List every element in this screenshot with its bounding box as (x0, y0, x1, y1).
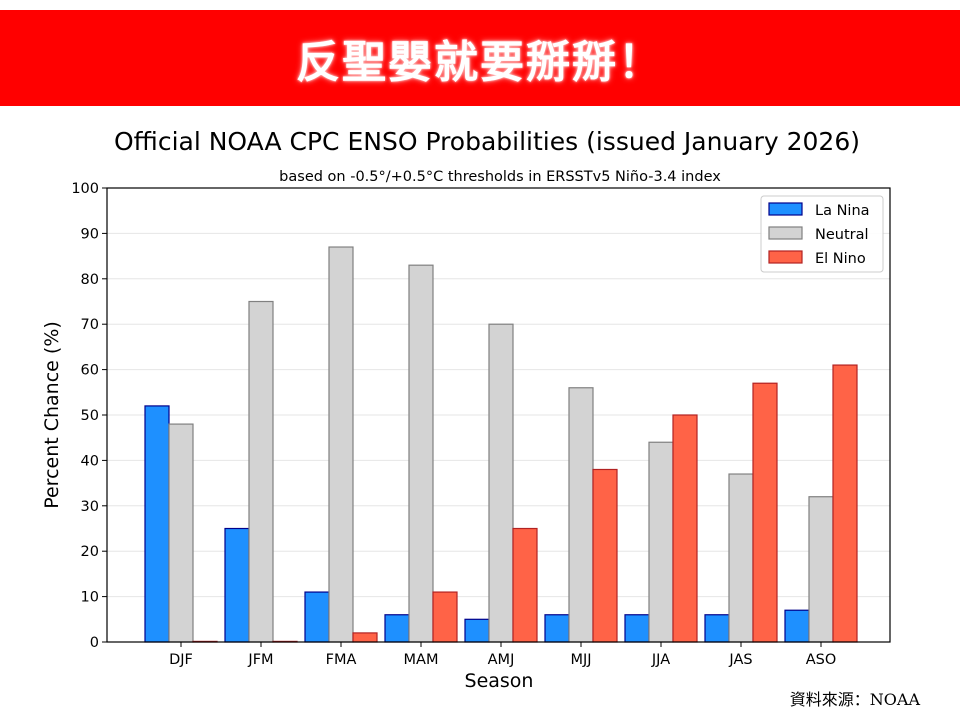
x-tick-label: MAM (404, 652, 439, 668)
bar-el-nino-fma (352, 632, 378, 643)
bar-el-nino-mam (432, 591, 458, 643)
chart-subtitle: based on -0.5°/+0.5°C thresholds in ERSS… (279, 169, 721, 185)
x-tick-label: DJF (169, 652, 193, 668)
bar-la-nina-jas (704, 614, 730, 643)
bar-la-nina-jja (624, 614, 650, 643)
bar-neutral-mam (408, 264, 434, 643)
source-credit: 資料來源：NOAA (789, 690, 920, 709)
bar-neutral-jfm (248, 300, 274, 643)
x-tick-label: JFM (247, 652, 273, 668)
bar-el-nino-jas (752, 382, 778, 643)
bar-neutral-amj (488, 323, 514, 643)
headline-text: 反聖嬰就要掰掰！ (296, 37, 664, 88)
bar-la-nina-djf (144, 405, 170, 643)
y-tick-label: 70 (81, 317, 99, 333)
bar-el-nino-mjj (592, 468, 618, 643)
legend-label: La Nina (815, 203, 870, 219)
chart-title: Official NOAA CPC ENSO Probabilities (is… (114, 127, 860, 156)
bar-neutral-mjj (568, 387, 594, 643)
bar-la-nina-mam (384, 614, 410, 643)
bar-la-nina-mjj (544, 614, 570, 643)
legend-swatch (768, 226, 803, 240)
y-tick-label: 10 (81, 590, 99, 606)
headline-banner: 反聖嬰就要掰掰！ (0, 10, 960, 106)
legend-label: Neutral (815, 227, 869, 243)
bar-la-nina-fma (304, 591, 330, 643)
x-tick-label: JAS (728, 652, 752, 668)
y-tick-label: 50 (81, 408, 99, 424)
bar-el-nino-aso (832, 364, 858, 643)
y-tick-label: 30 (81, 499, 99, 515)
bar-neutral-djf (168, 423, 194, 643)
y-tick-label: 80 (81, 272, 99, 288)
y-tick-label: 90 (81, 226, 99, 242)
bar-la-nina-aso (784, 609, 810, 643)
y-tick-label: 40 (81, 453, 99, 469)
y-tick-label: 60 (81, 363, 99, 379)
legend-swatch (768, 250, 803, 264)
bar-el-nino-jja (672, 414, 698, 643)
legend-swatch (768, 202, 803, 216)
bar-la-nina-jfm (224, 527, 250, 643)
x-tick-label: ASO (806, 652, 837, 668)
y-axis-label: Percent Chance (%) (41, 321, 63, 509)
x-tick-label: AMJ (488, 652, 515, 668)
x-tick-label: MJJ (570, 652, 591, 668)
y-tick-label: 20 (81, 544, 99, 560)
legend-label: El Nino (815, 251, 866, 267)
bar-neutral-fma (328, 246, 354, 643)
bar-la-nina-amj (464, 618, 490, 643)
x-tick-label: JJA (651, 652, 670, 668)
bar-neutral-jja (648, 441, 674, 643)
bar-neutral-jas (728, 473, 754, 643)
y-tick-label: 0 (90, 635, 99, 651)
bar-neutral-aso (808, 496, 834, 643)
bar-el-nino-amj (512, 527, 538, 643)
x-tick-label: FMA (326, 652, 357, 668)
y-tick-label: 100 (71, 181, 99, 197)
x-axis-label: Season (465, 670, 534, 692)
